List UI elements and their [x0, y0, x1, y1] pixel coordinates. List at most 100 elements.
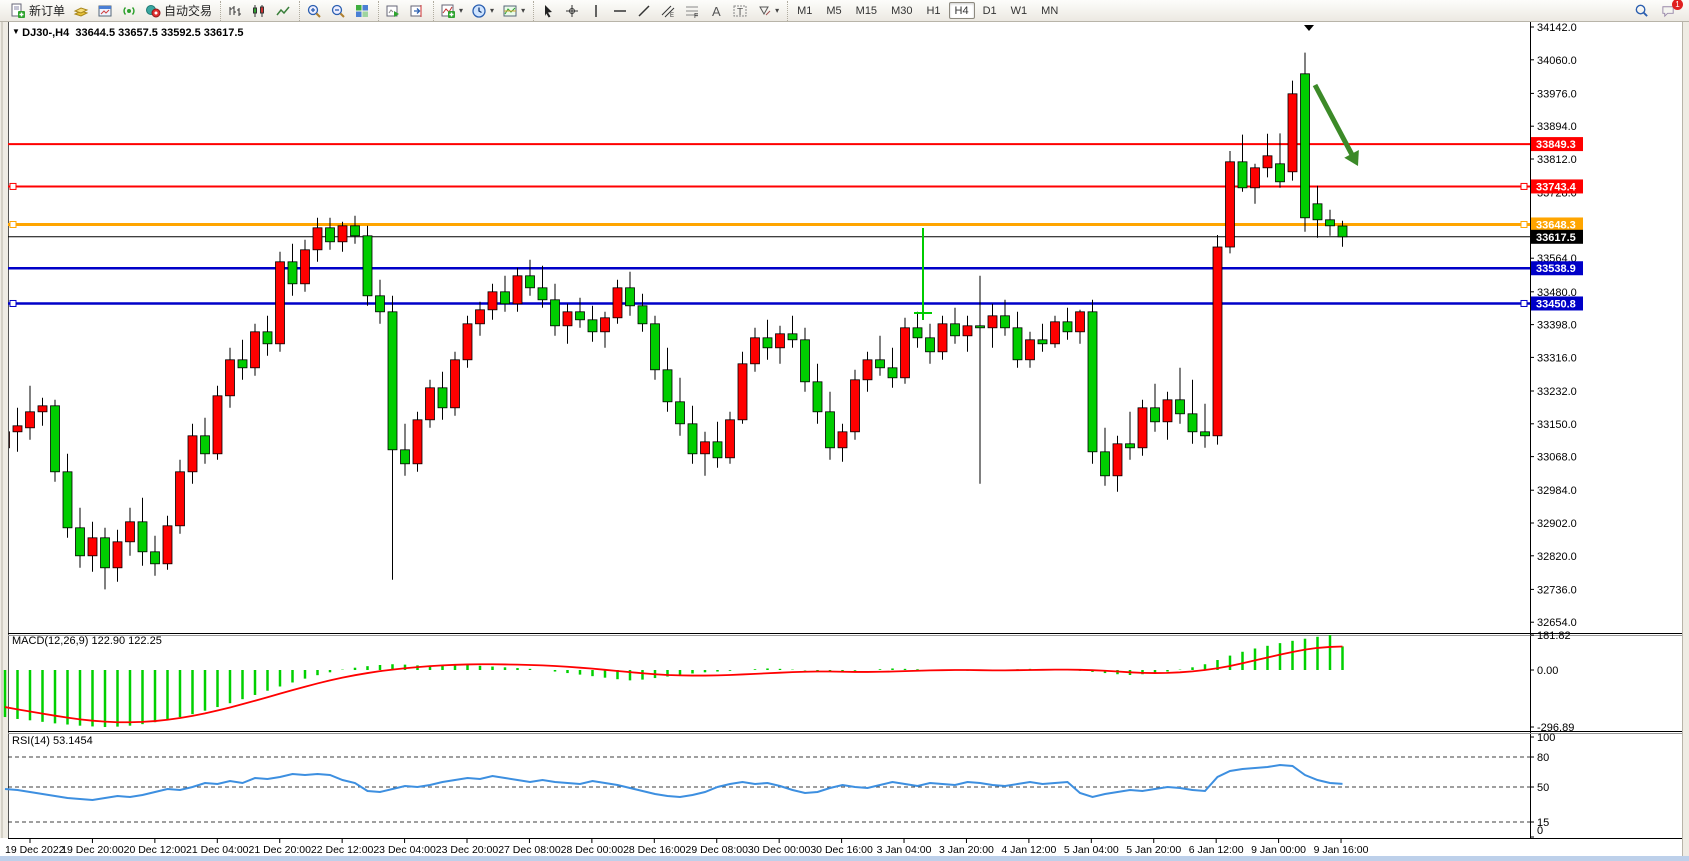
candle-body	[1162, 399, 1173, 423]
vertical-line-button[interactable]	[585, 2, 607, 20]
horizontal-line-button[interactable]	[609, 2, 631, 20]
search-button[interactable]	[1631, 2, 1652, 20]
new-order-button[interactable]: 新订单	[7, 2, 68, 20]
zoom-in-button[interactable]	[303, 2, 325, 20]
bar-chart-icon	[229, 5, 242, 16]
timeframe-mn-button[interactable]: MN	[1041, 4, 1059, 17]
chevron-down-icon: ▾	[521, 6, 526, 15]
signal-button[interactable]	[118, 2, 140, 20]
arrows-button[interactable]: ▾	[753, 2, 782, 20]
candle-body	[262, 331, 273, 345]
candle-body	[825, 411, 835, 449]
chart-shift-button[interactable]	[406, 2, 428, 20]
candle-body	[100, 537, 110, 569]
timeframe-h1-button[interactable]: H1	[926, 4, 941, 17]
candle-body	[175, 471, 185, 527]
auto-scroll-button[interactable]	[382, 2, 404, 20]
zoom-out-button[interactable]	[327, 2, 349, 20]
candle-body	[9, 431, 10, 449]
channel-button[interactable]: E	[657, 2, 679, 20]
crosshair-button[interactable]	[561, 2, 583, 20]
chart-dropdown-icon[interactable]: ▼	[12, 27, 23, 36]
candle-body	[150, 551, 160, 565]
fibonacci-button[interactable]: F	[681, 2, 703, 20]
resistance-line-1-price-tag	[1531, 137, 1583, 152]
resistance-line-2-handle[interactable]	[9, 182, 17, 190]
candle-body	[450, 359, 460, 409]
macd-panel: 181.82 0.00 -296.89	[3, 630, 1574, 734]
price-axis-label: 33150.0	[1537, 419, 1577, 431]
timeframe-m1-button[interactable]: M1	[797, 4, 813, 17]
candle-body	[212, 395, 223, 455]
chart-shift-marker[interactable]	[1304, 25, 1314, 31]
trendline-button[interactable]	[633, 2, 655, 20]
candle-body	[687, 423, 698, 455]
orange-level-line-handle-right[interactable]	[1520, 220, 1528, 228]
candle-body	[312, 227, 323, 251]
price-chart-canvas[interactable]: 34142.034060.033976.033894.033812.033728…	[0, 22, 1689, 861]
trendline-icon	[638, 4, 650, 17]
line-chart-button[interactable]	[272, 2, 294, 20]
candle-body	[1062, 321, 1073, 333]
chart-window-button[interactable]	[94, 2, 116, 20]
svg-text:A: A	[712, 4, 721, 19]
price-axis-label: 33812.0	[1537, 154, 1577, 166]
time-axis-label: 28 Dec 00:00	[561, 844, 624, 856]
market-watch-button[interactable]	[70, 2, 92, 20]
time-axis-label: 3 Jan 04:00	[877, 844, 932, 856]
candle-body	[225, 359, 235, 397]
rsi-axis-label: 0	[1537, 825, 1543, 837]
tile-windows-button[interactable]	[351, 2, 373, 20]
candle-chart-button[interactable]	[248, 2, 270, 20]
candle-body	[362, 235, 373, 297]
periods-button[interactable]: ▾	[468, 2, 497, 20]
support-line-2-handle-right[interactable]	[1520, 299, 1528, 307]
candle-body	[850, 379, 860, 433]
notifications-button[interactable]: 1	[1658, 0, 1683, 20]
timeframe-m5-button[interactable]: M5	[826, 4, 842, 17]
resistance-line-2-handle-right[interactable]	[1520, 182, 1528, 190]
candle-body	[1312, 203, 1323, 221]
candle-body	[237, 359, 248, 369]
text-label-button[interactable]: T	[729, 2, 751, 20]
timeframe-m15-button[interactable]: M15	[855, 4, 878, 17]
orange-level-line-handle[interactable]	[9, 220, 17, 228]
support-line-1-price-tag	[1531, 261, 1583, 276]
price-axis-label: 33976.0	[1537, 88, 1577, 100]
orange-level-line-price-tag	[1531, 217, 1583, 232]
time-axis-label: 22 Dec 12:00	[311, 844, 374, 856]
text-button[interactable]: A	[705, 2, 727, 20]
chevron-down-icon: ▾	[490, 6, 495, 15]
candle-body	[550, 299, 560, 327]
timeframe-w1-button[interactable]: W1	[1010, 4, 1028, 17]
arrow-annotation-head[interactable]	[1344, 150, 1359, 166]
chevron-down-icon: ▾	[459, 6, 464, 15]
search-icon	[1635, 4, 1648, 17]
indicators-button[interactable]: ▾	[437, 2, 466, 20]
timeframe-m30-button[interactable]: M30	[891, 4, 913, 17]
time-axis-label: 19 Dec 20:00	[61, 844, 124, 856]
vline-icon	[595, 4, 597, 17]
text-label-icon: T	[733, 5, 747, 18]
price-axis-label: 33894.0	[1537, 121, 1577, 133]
candle-body	[1012, 327, 1023, 361]
support-line-2-handle[interactable]	[9, 299, 17, 307]
candle-body	[350, 225, 360, 237]
timeframe-h4-button[interactable]: H4	[948, 2, 975, 19]
ohlc-readout: ▼ DJ30-,H4 33644.5 33657.5 33592.5 33617…	[12, 27, 244, 39]
arrow-annotation[interactable]	[1312, 83, 1356, 159]
timeframe-d1-button[interactable]: D1	[982, 4, 997, 17]
time-axis-label: 23 Dec 20:00	[436, 844, 499, 856]
templates-button[interactable]: ▾	[499, 2, 528, 20]
toolbar-group-drawing: E F A T ▾	[533, 0, 785, 21]
candle-body	[162, 525, 173, 565]
toolbar-group-tools: ▾ ▾ ▾	[433, 0, 531, 21]
notification-badge: 1	[1672, 0, 1683, 10]
auto-trading-button[interactable]: 自动交易	[142, 2, 215, 20]
candle-body	[712, 441, 723, 459]
bar-chart-button[interactable]	[224, 2, 246, 20]
candle-body	[562, 311, 573, 327]
cursor-button[interactable]	[537, 2, 559, 20]
